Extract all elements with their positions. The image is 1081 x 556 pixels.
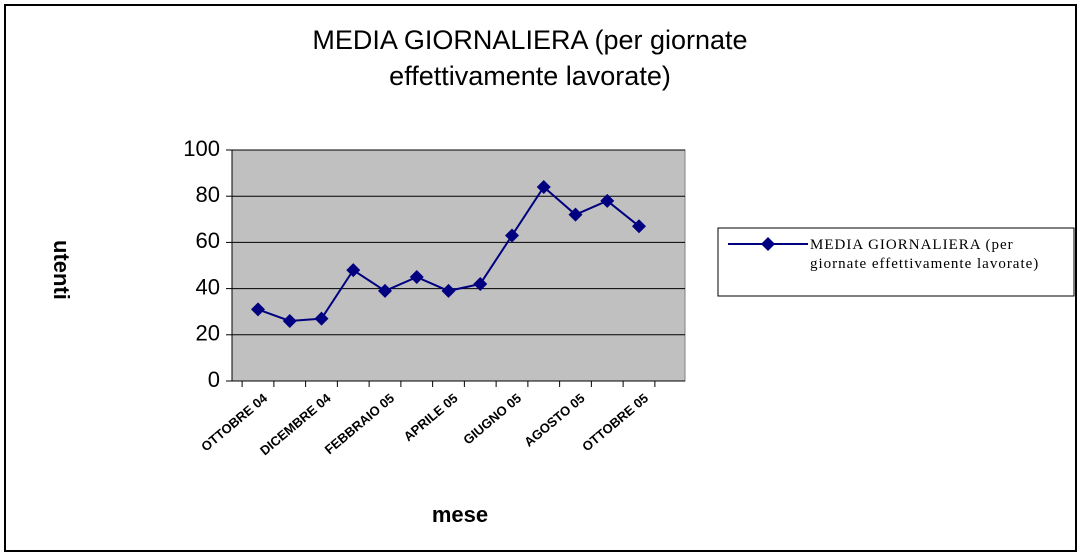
y-tick-label: 40 xyxy=(196,274,220,299)
x-axis-title: mese xyxy=(432,502,488,527)
chart-title: MEDIA GIORNALIERA (per giornate effettiv… xyxy=(312,25,748,91)
data-point xyxy=(568,207,583,222)
data-point xyxy=(600,193,615,208)
data-point xyxy=(536,179,551,194)
data-point xyxy=(282,313,297,328)
legend-marker xyxy=(761,237,775,251)
legend-box xyxy=(717,227,1075,297)
data-point xyxy=(314,311,329,326)
y-tick-label: 20 xyxy=(196,321,220,346)
y-tick-label: 80 xyxy=(196,182,220,207)
data-point xyxy=(632,219,646,234)
y-tick-label: 60 xyxy=(196,228,220,253)
y-tick-label: 100 xyxy=(183,136,220,161)
y-tick-label: 0 xyxy=(208,367,220,392)
data-point xyxy=(505,228,519,243)
data-point xyxy=(473,276,488,291)
data-point xyxy=(251,302,265,317)
plot-area xyxy=(231,149,686,382)
data-point xyxy=(378,283,392,298)
data-point xyxy=(346,263,361,278)
y-axis-title: utenti xyxy=(49,240,74,300)
legend-label: MEDIA GIORNALIERA (per giornate effettiv… xyxy=(810,237,1040,272)
data-point xyxy=(409,270,424,285)
data-point xyxy=(441,283,456,298)
